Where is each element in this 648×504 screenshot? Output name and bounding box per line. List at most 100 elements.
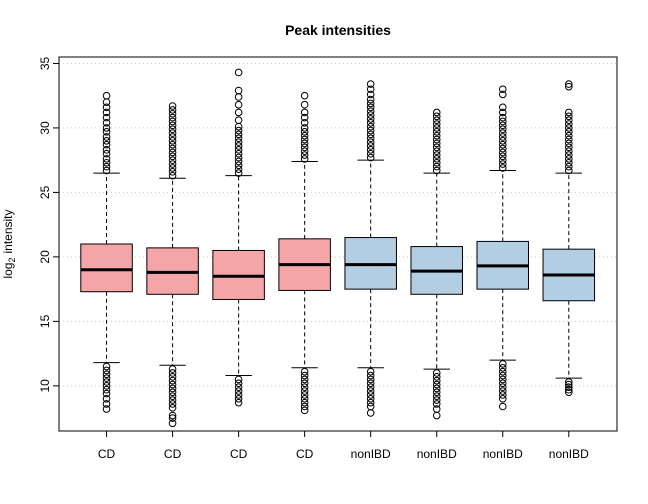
outlier-point [102, 394, 111, 403]
outlier-point [102, 155, 111, 163]
outlier-point [102, 108, 111, 117]
outlier-point [564, 135, 573, 144]
outlier-point [498, 156, 507, 164]
outlier-point [168, 384, 177, 393]
y-tick-label: 15 [38, 314, 52, 328]
plot-frame [58, 56, 618, 432]
outlier-point [366, 142, 375, 150]
box-series [80, 68, 596, 428]
outlier-point [234, 86, 243, 95]
outlier-point [168, 156, 177, 164]
outlier-point [102, 149, 111, 158]
outlier-point [498, 133, 507, 141]
outlier-point [234, 169, 243, 177]
outlier-point [498, 152, 507, 161]
outlier-point [498, 394, 507, 403]
outlier-point [234, 391, 243, 399]
outlier-point [168, 133, 177, 141]
outlier-point [102, 385, 111, 394]
outlier-point [432, 151, 441, 159]
outlier-point [366, 149, 375, 158]
outlier-point [234, 138, 243, 146]
outlier-point [234, 379, 243, 388]
outlier-point [564, 385, 573, 394]
outlier-point [102, 405, 111, 413]
y-tick-label: 35 [38, 56, 52, 70]
outlier-point [498, 360, 507, 368]
outlier-point [564, 128, 573, 136]
outlier-point [300, 151, 309, 159]
outlier-point [432, 120, 441, 128]
outlier-point [168, 121, 177, 130]
outlier-point [168, 113, 177, 122]
outlier-point [168, 365, 177, 373]
outlier-point [300, 128, 309, 136]
outlier-point [234, 375, 243, 384]
outlier-point [168, 400, 177, 408]
outlier-point [300, 394, 309, 403]
x-tick-label: CD [230, 447, 248, 461]
outlier-point [168, 171, 177, 180]
outlier-point [300, 387, 309, 395]
outlier-point [498, 144, 507, 153]
outlier-point [102, 128, 111, 136]
grid-lines [59, 62, 617, 387]
y-axis-title-main: log [1, 263, 15, 279]
y-axis-title: log2 intensity [1, 209, 17, 278]
outlier-point [300, 155, 309, 163]
outlier-point [366, 379, 375, 388]
outlier-point [234, 108, 243, 117]
outlier-point [498, 148, 507, 157]
outlier-point [366, 122, 375, 131]
outlier-point [234, 116, 243, 124]
outlier-point [498, 375, 507, 384]
outlier-point [366, 99, 375, 108]
outlier-point [234, 68, 243, 77]
outlier-point [366, 409, 375, 417]
outlier-point [498, 113, 507, 122]
outlier-point [234, 161, 243, 170]
outlier-point [168, 137, 177, 145]
x-tick-label: nonIBD [549, 447, 589, 461]
outlier-point [432, 143, 441, 152]
outlier-point [234, 134, 243, 143]
outlier-point [102, 103, 111, 112]
outlier-point [300, 91, 309, 100]
outlier-point [498, 387, 507, 395]
box-2 [146, 102, 199, 428]
outlier-point [498, 379, 507, 388]
outlier-point [498, 140, 507, 149]
outlier-point [234, 153, 243, 162]
outlier-point [564, 139, 573, 148]
x-tick-label: CD [296, 447, 314, 461]
outlier-point [432, 166, 441, 175]
outlier-point [234, 130, 243, 139]
outlier-point [366, 153, 375, 162]
outlier-point [432, 116, 441, 124]
outlier-point [366, 375, 375, 384]
outlier-point [564, 124, 573, 132]
y-tick-label: 10 [38, 379, 52, 393]
outlier-point [234, 122, 243, 131]
outlier-point [432, 388, 441, 397]
outlier-point [432, 384, 441, 393]
outlier-point [168, 109, 177, 118]
outlier-point [432, 108, 441, 117]
outlier-point [300, 375, 309, 384]
outlier-point [168, 392, 177, 400]
outlier-point [168, 419, 177, 428]
x-tick-label: nonIBD [417, 447, 457, 461]
outlier-point [432, 162, 441, 171]
outlier-point [564, 166, 573, 175]
outlier-point [432, 155, 441, 163]
outlier-point [102, 389, 111, 398]
outlier-point [366, 391, 375, 399]
outlier-point [168, 380, 177, 389]
x-tick-label: CD [164, 447, 182, 461]
outlier-point [366, 130, 375, 139]
outlier-point [300, 402, 309, 411]
outlier-point [168, 129, 177, 137]
outlier-point [102, 400, 111, 408]
outlier-point [168, 117, 177, 126]
